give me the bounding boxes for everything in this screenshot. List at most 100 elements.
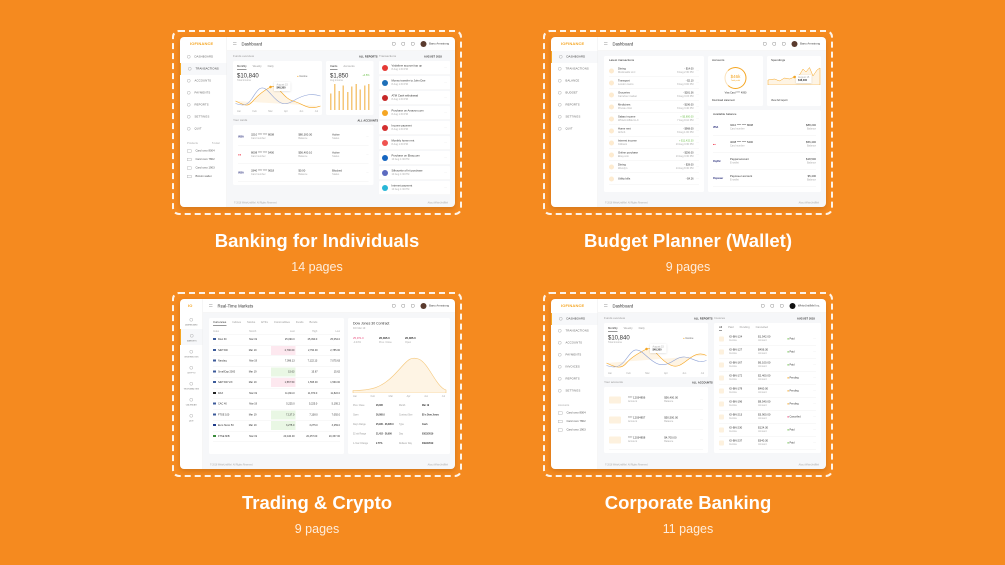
footer-about-link[interactable]: About WhiteUntilMel xyxy=(798,463,819,466)
chart-icon[interactable] xyxy=(401,42,406,46)
more-icon[interactable]: ··· xyxy=(813,441,817,445)
transaction-item[interactable]: Home rent Airbnb - $968.00 8 Aug 1:00 PM ··· xyxy=(609,125,699,137)
card-row[interactable]: VISA 3210 **** **** 8008 Card number $80,30… xyxy=(238,128,369,146)
footer-about-link[interactable]: About WhiteUntilMel xyxy=(798,201,819,204)
more-icon[interactable]: ··· xyxy=(696,141,700,145)
sidebar-item[interactable]: Transactions xyxy=(551,63,598,75)
avatar[interactable] xyxy=(789,302,796,309)
card-row[interactable]: ●● 8008 **** **** 5400 Card number $56,400.… xyxy=(238,146,369,164)
transaction-item[interactable]: Silhouette of hit purchase 10 Aug 1:30 PM… xyxy=(379,166,450,180)
balance-row[interactable]: Payoneer Payoneer account E-wallet $5,400 Ba… xyxy=(713,170,816,187)
sidebar-item[interactable]: Budget xyxy=(551,87,598,99)
tab-daily[interactable]: Daily xyxy=(638,327,645,330)
transaction-item[interactable]: Dining Mcdonalds LLC - $14.00 8 Aug 2:30 PM… xyxy=(609,65,699,77)
balance-row[interactable]: ●● 4008 **** **** 5400 Card number $56,400 B… xyxy=(713,136,816,153)
sidebar-product[interactable]: Bitcoin wallet xyxy=(180,173,227,182)
sidebar-item[interactable]: Quit xyxy=(180,409,203,425)
month-selector[interactable]: AUGUST 2018 xyxy=(424,55,442,59)
transaction-item[interactable]: Interest income Citibank + $11,432.30 13 Au… xyxy=(609,137,699,149)
more-icon[interactable]: ··· xyxy=(444,66,448,70)
invoice-row[interactable]: IO-BN-196 Invoice $8,540.00 Amount ■ Pending… xyxy=(719,398,816,411)
more-icon[interactable]: ··· xyxy=(813,402,817,406)
more-icon[interactable]: ··· xyxy=(813,363,817,367)
invoice-row[interactable]: IO-BN-127 Invoice $456.30 Amount ■ Paid ··· xyxy=(719,346,816,359)
sidebar-product[interactable]: Card xxxx 7802 xyxy=(551,418,598,427)
tab[interactable]: ETFs xyxy=(261,321,268,324)
trading-preview[interactable]: IO Dashboard Markets Orderbooks Crypto Tech … xyxy=(180,299,455,469)
chart-icon[interactable] xyxy=(401,304,406,308)
sidebar-item[interactable]: Settings xyxy=(551,385,598,397)
more-icon[interactable]: ··· xyxy=(444,171,448,175)
sidebar-item[interactable]: Transactions xyxy=(551,325,598,337)
tab[interactable]: Indices xyxy=(232,321,242,324)
more-icon[interactable]: ··· xyxy=(365,135,369,139)
account-row[interactable]: **** 12034857 Account $50,500.00 Balance ··· xyxy=(609,410,703,430)
invoice-row[interactable]: IO-BN-213 Invoice $3,900.00 Amount ■ Cancell… xyxy=(719,411,816,424)
more-icon[interactable]: ··· xyxy=(444,126,448,130)
sidebar-item[interactable]: Dashboard xyxy=(180,51,227,63)
column-header[interactable]: Month xyxy=(249,329,257,333)
sidebar-product[interactable]: Card xxxx 7802 xyxy=(180,156,227,165)
tab-accounts[interactable]: Accounts xyxy=(343,65,355,68)
more-icon[interactable]: ··· xyxy=(444,141,448,145)
more-icon[interactable]: ··· xyxy=(444,96,448,100)
column-header[interactable]: Last xyxy=(289,329,295,333)
balance-row[interactable]: VISA 3210 **** **** 8008 Card number $88,20… xyxy=(713,119,816,136)
notification-icon[interactable] xyxy=(411,42,415,46)
tab-cards[interactable]: Cards xyxy=(330,65,338,70)
avatar[interactable] xyxy=(420,40,427,47)
invoice-row[interactable]: IO-BN-178 Invoice $460.00 Amount ■ Pending ··… xyxy=(719,385,816,398)
banking-preview[interactable]: IOFINANCE Dashboard Transactions Accounts P… xyxy=(180,37,455,207)
download-statement-link[interactable]: Download statement xyxy=(712,99,735,102)
sidebar-item[interactable]: Calendar xyxy=(180,393,203,409)
more-icon[interactable]: ··· xyxy=(365,153,369,157)
more-icon[interactable]: ··· xyxy=(813,428,817,432)
sidebar-item[interactable]: Accounts xyxy=(551,337,598,349)
sidebar-item[interactable]: Tech Analysis xyxy=(180,377,203,393)
transaction-item[interactable]: ATM Cash withdrawal 8 Aug 1:30 PM ··· xyxy=(379,91,450,105)
footer-about-link[interactable]: About WhiteUntilMel xyxy=(427,201,448,204)
sidebar-item[interactable]: Orderbooks xyxy=(180,345,203,361)
transaction-item[interactable]: Utility bills - $4.26 ··· xyxy=(609,173,699,185)
more-icon[interactable]: ··· xyxy=(700,418,704,422)
tab[interactable]: Pending xyxy=(739,326,750,329)
column-header[interactable]: Index xyxy=(213,329,220,333)
transaction-item[interactable]: Money transfer to John Doe 8 Aug 1:30 PM ·… xyxy=(379,76,450,90)
more-icon[interactable]: ··· xyxy=(444,186,448,190)
sidebar-product[interactable]: Card xxxx 1903 xyxy=(180,164,227,173)
notification-icon[interactable] xyxy=(779,304,784,308)
sidebar-item[interactable]: Settings xyxy=(180,111,227,123)
footer-about-link[interactable]: About WhiteUntilMel xyxy=(427,463,448,466)
sidebar-item[interactable]: Payments xyxy=(180,87,227,99)
wallet-preview[interactable]: IOFINANCE Dashboard Transactions Balance Bu… xyxy=(551,37,826,207)
transaction-item[interactable]: Medicines Private clinic - $196.00 8 Aug 3:… xyxy=(609,101,699,113)
all-accounts-link[interactable]: ALL ACCOUNTS xyxy=(357,119,379,123)
more-icon[interactable]: ··· xyxy=(696,153,700,157)
sidebar-item[interactable]: Dashboard xyxy=(180,313,203,329)
sidebar-item[interactable]: Payments xyxy=(551,349,598,361)
sidebar-item[interactable]: Quit xyxy=(551,123,598,135)
chart-icon[interactable] xyxy=(770,304,774,308)
sidebar-item[interactable]: Accounts xyxy=(180,75,227,87)
notification-icon[interactable] xyxy=(782,42,786,46)
market-row[interactable]: FTSE 100 Mar 19 7,137.0 7,138.0 7,092.0 xyxy=(213,410,340,421)
transaction-item[interactable]: Vodafone account top up 8 Aug 1:30 PM ··· xyxy=(379,61,450,75)
transaction-item[interactable]: Monthly home rent 8 Aug 1:30 PM ··· xyxy=(379,136,450,150)
tab-daily[interactable]: Daily xyxy=(267,65,274,68)
invoice-row[interactable]: IO-BN-230 Invoice $124.30 Amount ■ Paid ··· xyxy=(719,424,816,437)
notification-icon[interactable] xyxy=(411,304,415,308)
market-row[interactable]: CAC 40 Mar 19 5,225.0 5,225.0 5,195.2 xyxy=(213,399,340,410)
tab[interactable]: Currencies xyxy=(213,321,227,326)
search-icon[interactable] xyxy=(763,42,767,46)
tab[interactable]: Paid xyxy=(728,326,734,329)
more-icon[interactable]: ··· xyxy=(696,177,700,181)
sidebar-item[interactable]: Quit xyxy=(180,123,227,135)
more-icon[interactable]: ··· xyxy=(696,117,700,121)
more-icon[interactable]: ··· xyxy=(444,111,448,115)
sidebar-product[interactable]: Card xxxx 1903 xyxy=(551,426,598,435)
sidebar-item[interactable]: Crypto xyxy=(180,361,203,377)
menu-icon[interactable] xyxy=(604,304,608,307)
corporate-preview[interactable]: IOFINANCE Dashboard Transactions Accounts P… xyxy=(551,299,826,469)
transaction-item[interactable]: Income payment 8 Aug 1:30 PM ··· xyxy=(379,121,450,135)
sidebar-item[interactable]: Settings xyxy=(551,111,598,123)
